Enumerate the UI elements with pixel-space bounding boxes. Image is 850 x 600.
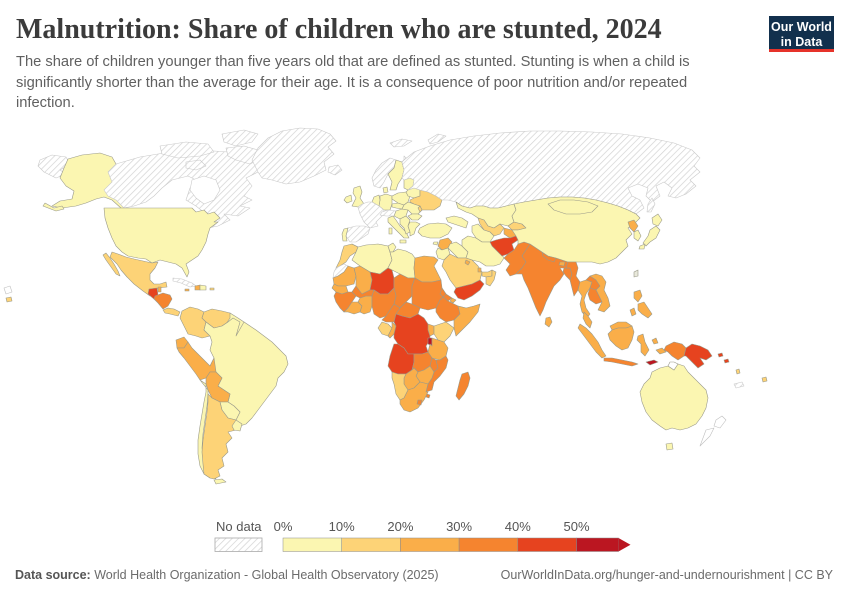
svg-text:40%: 40% (505, 519, 531, 534)
svg-text:10%: 10% (329, 519, 355, 534)
svg-text:20%: 20% (387, 519, 413, 534)
svg-text:50%: 50% (563, 519, 589, 534)
svg-text:0%: 0% (274, 519, 293, 534)
svg-text:30%: 30% (446, 519, 472, 534)
svg-text:No data: No data (216, 519, 262, 534)
